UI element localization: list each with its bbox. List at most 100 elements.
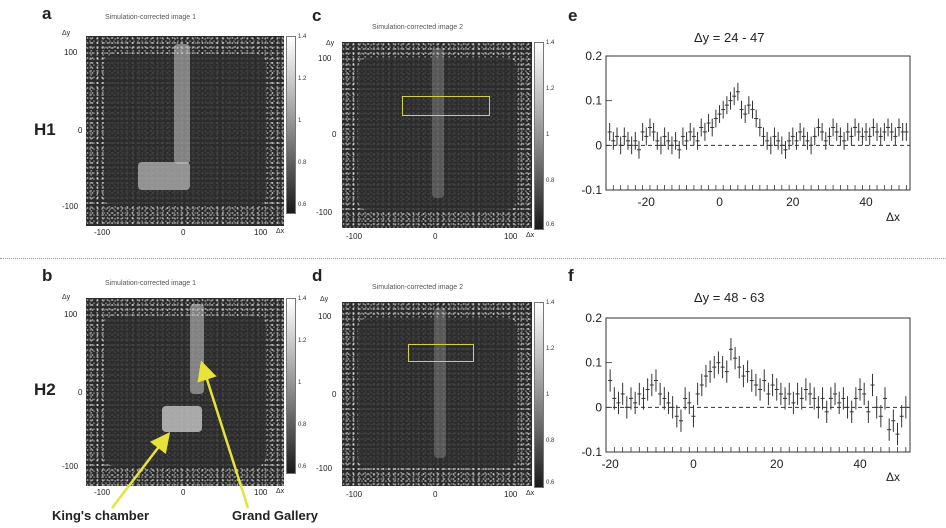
panel-a-cbtick: 0.8 [298,160,307,166]
panel-f-title: Δy = 48 - 63 [694,290,765,305]
row-label-h2: H2 [34,380,56,399]
panel-letter-a: a [42,4,52,23]
panel-d-cbtick: 1 [546,392,550,398]
panel-c-yunit: Δy [326,40,335,47]
panel-a-xtick: -100 [94,228,111,237]
panel-b-cbtick: 0.6 [298,464,307,470]
panel-a-cbtick: 1 [298,118,302,124]
panel-d-core [358,318,516,468]
panel-d-roi-rect [408,344,474,362]
panel-c-ytick: 0 [332,130,337,139]
panel-a-cbtick: 0.6 [298,202,307,208]
panel-letter-e: e [568,6,578,25]
panel-a-xtick: 0 [181,228,186,237]
panel-f-xtick-label: 20 [770,457,784,471]
kings-chamber-arrow [111,432,171,509]
panel-f-xtick-label: -20 [601,457,619,471]
panel-d-cbtick: 0.8 [546,438,555,444]
panel-e-ytick-label: 0.1 [585,94,602,108]
panel-e-ytick-label: 0 [595,138,602,152]
panel-b-colorbar [286,298,296,474]
panel-a-cbtick: 1.4 [298,34,307,40]
panel-b-cbtick: 0.8 [298,422,307,428]
grand-gallery-arrow [197,360,250,509]
panel-b-ytick: -100 [62,462,79,471]
panel-a-ytick: 100 [64,48,78,57]
panel-a-colorbar [286,36,296,214]
panel-d-xtick: -100 [346,490,363,499]
panel-b-ytick: 0 [78,388,83,397]
panel-f-frame [605,317,911,453]
grand-gallery-label: Grand Gallery [232,508,318,523]
panel-d-ytick: 0 [332,390,337,399]
panel-c-xtick: -100 [346,232,363,241]
panel-a-ytick: -100 [62,202,79,211]
panel-c-subtitle: Simulation-corrected image 2 [372,24,464,31]
panel-e-ytick-label: -0.1 [581,183,602,197]
panel-a-yunit: Δy [62,30,71,37]
panel-d-ytick: 100 [318,312,332,321]
panel-c-ytick: 100 [318,54,332,63]
kings-chamber-label: King's chamber [52,508,150,523]
panel-b-cbtick: 1.2 [298,338,307,344]
panel-f-ytick-label: -0.1 [581,445,602,459]
panel-d-colorbar [534,302,544,488]
panel-a-xtick: 100 [254,228,268,237]
panel-b-xtick: 0 [181,488,186,497]
panel-d-image [342,302,532,486]
panel-c-gallery-band [432,48,444,198]
panel-c-cbtick: 0.8 [546,178,555,184]
panel-b-image [86,298,284,486]
panel-b-chamber-blob [162,406,202,432]
panel-letter-c: c [312,6,322,25]
panel-b-yunit: Δy [62,294,71,301]
panel-e-xtick-label: -20 [638,195,656,209]
panel-c-cbtick: 0.6 [546,222,555,228]
panel-b-xtick: -100 [94,488,111,497]
panel-a-gallery-band [174,44,190,164]
panel-e-frame [605,55,911,191]
panel-c-image [342,42,532,228]
row-label-h1: H1 [34,120,56,139]
panel-c-xtick: 100 [504,232,518,241]
panel-d-xunit: Δx [526,490,535,497]
panel-b-ytick: 100 [64,310,78,319]
panel-e-xtick-label: 0 [716,195,723,209]
panel-c-xtick: 0 [433,232,438,241]
panel-a-chamber-blob [138,162,190,190]
panel-d-xtick: 0 [433,490,438,499]
panel-f-xtick-label: 40 [853,457,867,471]
panel-c-cbtick: 1 [546,132,550,138]
panel-e-xtick-label: 40 [859,195,873,209]
panel-c-roi-rect [402,96,490,116]
panel-d-cbtick: 1.2 [546,346,555,352]
panel-f-ytick-label: 0.1 [585,356,602,370]
panel-a-xunit: Δx [276,228,285,235]
panel-e-plot: -0.1 0 0.1 0.2 -20 0 20 40 [581,49,911,209]
panel-c-colorbar [534,42,544,230]
panel-c-cbtick: 1.4 [546,40,555,46]
row-separator [0,258,946,259]
panel-letter-f: f [568,266,574,285]
panel-letter-d: d [312,266,323,285]
panel-a-ytick: 0 [78,126,83,135]
panel-d-cbtick: 1.4 [546,300,555,306]
panel-c-xunit: Δx [526,232,535,239]
panel-f-plot: -0.1 0 0.1 0.2 -20 0 20 40 [581,311,911,471]
panel-b-xunit: Δx [276,488,285,495]
panel-e-xlabel: Δx [886,210,901,224]
panel-c-cbtick: 1.2 [546,86,555,92]
panel-f-ytick-label: 0 [595,400,602,414]
panel-d-subtitle: Simulation-corrected image 2 [372,284,464,291]
panel-e-xtick-label: 20 [786,195,800,209]
panel-d-ytick: -100 [316,464,333,473]
panel-e-title: Δy = 24 - 47 [694,30,765,45]
panel-b-xtick: 100 [254,488,268,497]
panel-a-image [86,36,284,226]
panel-d-yunit: Δy [320,296,329,303]
panel-f-ytick-label: 0.2 [585,311,602,325]
panel-b-cbtick: 1 [298,380,302,386]
panel-a-subtitle: Simulation-corrected image 1 [105,14,197,21]
panel-b-core [104,316,266,466]
